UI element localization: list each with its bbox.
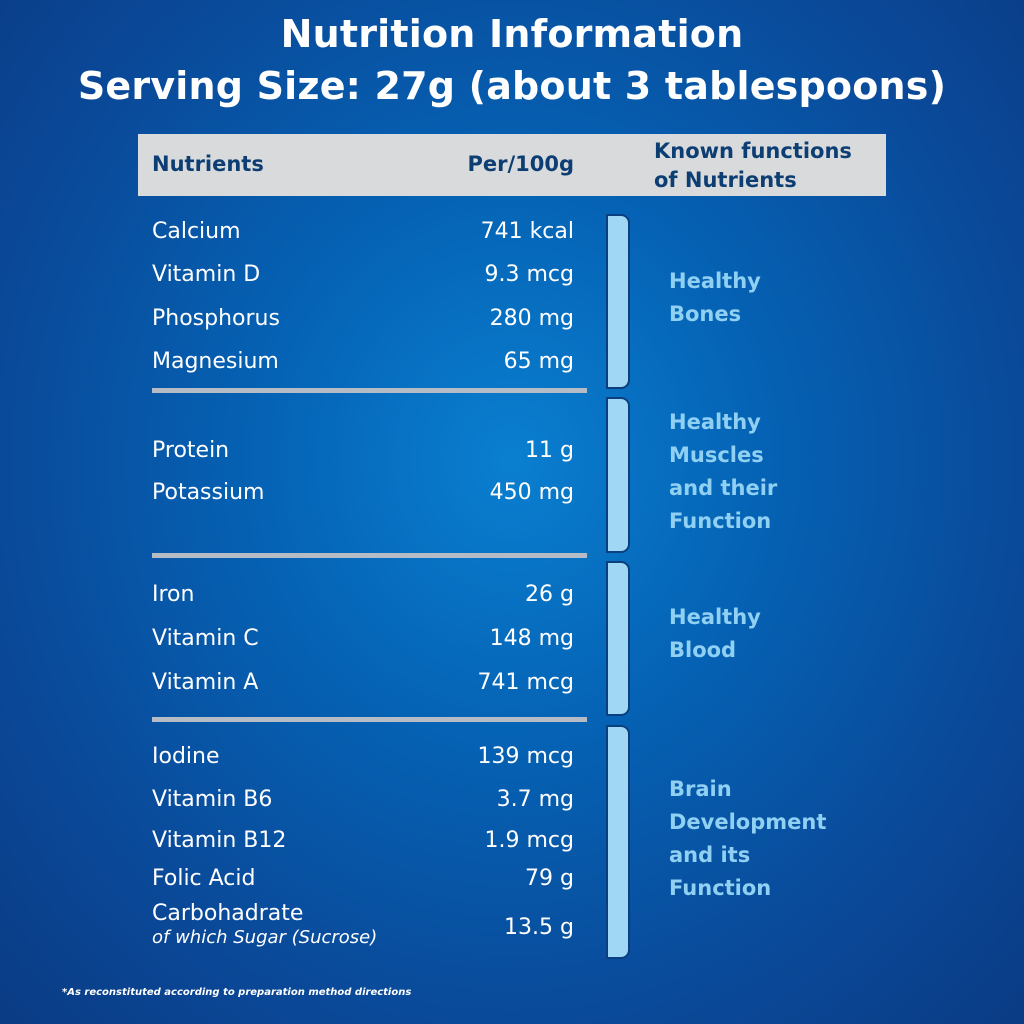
nutrient-value: 139 mcg [477, 744, 574, 769]
nutrient-value: 9.3 mcg [484, 262, 574, 287]
nutrient-name: Protein [152, 438, 230, 463]
group-divider [152, 717, 587, 722]
nutrient-value: 280 mg [489, 306, 574, 331]
nutrient-value: 13.5 g [504, 915, 574, 940]
nutrient-name: Vitamin A [152, 670, 259, 695]
nutrient-name: Magnesium [152, 349, 279, 374]
nutrient-value: 450 mg [489, 480, 574, 505]
nutrient-name: Potassium [152, 480, 265, 505]
group-divider [152, 553, 587, 558]
group-bracket-muscles [606, 397, 630, 553]
nutrient-name: Iron [152, 582, 195, 607]
nutrient-value: 741 kcal [480, 219, 574, 244]
nutrient-name: Vitamin C [152, 626, 259, 651]
function-healthy-blood: Healthy Blood [669, 605, 761, 662]
nutrient-value: 1.9 mcg [484, 828, 574, 853]
header-per-100g: Per/100g [467, 152, 574, 176]
nutrient-value: 79 g [525, 866, 574, 891]
nutrient-value: 26 g [525, 582, 574, 607]
footnote: *As reconstituted according to preparati… [62, 987, 412, 998]
function-healthy-bones: Healthy Bones [669, 269, 761, 326]
nutrient-value: 148 mg [489, 626, 574, 651]
title-line-1: Nutrition Information [280, 12, 744, 56]
group-bracket-bones [606, 214, 630, 389]
header-nutrients: Nutrients [152, 152, 264, 176]
nutrient-value: 741 mcg [477, 670, 574, 695]
header-known-functions: Known functions of Nutrients [654, 139, 852, 192]
nutrient-value: 3.7 mg [496, 787, 574, 812]
nutrient-subtext: of which Sugar (Sucrose) [152, 927, 378, 948]
nutrient-name: Vitamin D [152, 262, 261, 287]
nutrient-name: Vitamin B6 [152, 787, 273, 812]
table-header: Nutrients Per/100g Known functions of Nu… [138, 134, 886, 196]
group-divider [152, 388, 587, 393]
nutrient-value: 65 mg [503, 349, 574, 374]
title-line-2: Serving Size: 27g (about 3 tablespoons) [77, 64, 947, 108]
nutrient-value: 11 g [525, 438, 574, 463]
nutrient-name: Carbohadrate [152, 901, 304, 926]
nutrient-name: Phosphorus [152, 306, 280, 331]
nutrient-name: Folic Acid [152, 866, 256, 891]
group-bracket-blood [606, 561, 630, 716]
nutrient-name: Calcium [152, 219, 241, 244]
function-brain-development: Brain Development and its Function [669, 777, 827, 900]
nutrient-name: Iodine [152, 744, 220, 769]
group-bracket-brain [606, 725, 630, 959]
nutrient-name: Vitamin B12 [152, 828, 287, 853]
function-healthy-muscles: Healthy Muscles and their Function [669, 410, 778, 533]
